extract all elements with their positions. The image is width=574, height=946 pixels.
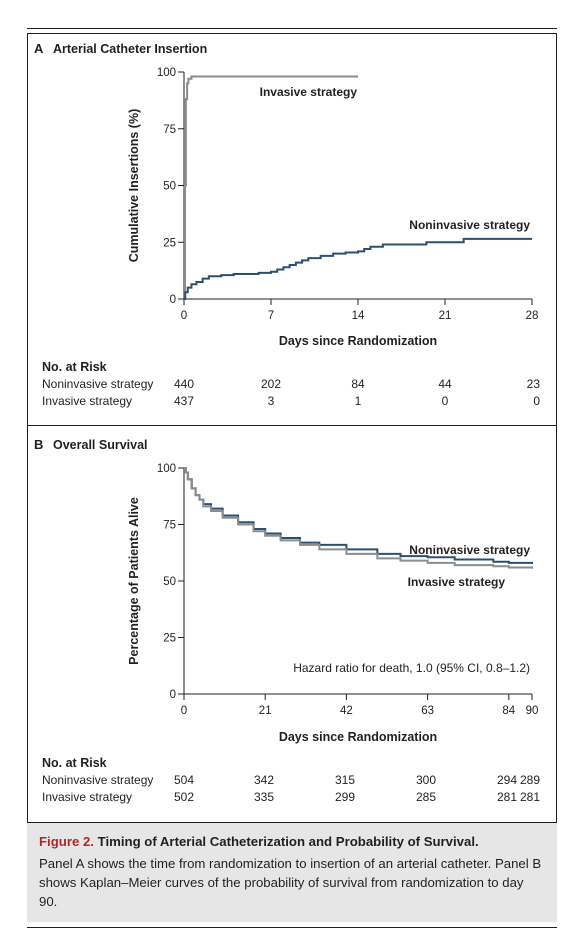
caption-body: Panel A shows the time from randomizatio… (39, 856, 542, 909)
risk-count: 84 (351, 377, 365, 391)
panel-b-y-axis-title: Percentage of Patients Alive (127, 497, 141, 665)
panel-divider (27, 425, 557, 426)
hazard-ratio-annotation: Hazard ratio for death, 1.0 (95% CI, 0.8… (293, 661, 530, 675)
x-tick-label: 0 (181, 705, 187, 717)
risk-count: 299 (335, 790, 355, 804)
risk-row-label: Invasive strategy (42, 394, 132, 408)
y-tick-label: 25 (163, 237, 176, 249)
risk-count: 440 (174, 377, 194, 391)
risk-count: 23 (527, 377, 541, 391)
x-tick-label: 21 (259, 705, 272, 717)
curve-label-invasive-strategy: Invasive strategy (408, 575, 506, 589)
risk-count: 202 (261, 377, 281, 391)
risk-count: 315 (335, 773, 355, 787)
panel-b-letter: B (34, 437, 43, 452)
risk-count: 281 (520, 790, 540, 804)
risk-count: 285 (416, 790, 436, 804)
figure-caption: Figure 2. Timing of Arterial Catheteriza… (27, 822, 557, 922)
curve-label-invasive-strategy: Invasive strategy (260, 85, 358, 99)
panel-a-letter: A (34, 41, 44, 56)
top-rule (27, 28, 557, 29)
risk-count: 1 (355, 394, 362, 408)
curve-label-noninvasive-strategy: Noninvasive strategy (409, 218, 530, 232)
panel-a-y-axis-title: Cumulative Insertions (%) (127, 109, 141, 263)
risk-count: 300 (416, 773, 436, 787)
series-line-invasive-strategy (184, 467, 533, 569)
risk-row-label: Invasive strategy (42, 790, 132, 804)
risk-count: 504 (174, 773, 194, 787)
risk-count: 342 (254, 773, 274, 787)
risk-count: 335 (254, 790, 274, 804)
caption-title: Timing of Arterial Catheterization and P… (97, 834, 479, 849)
no-at-risk-header: No. at Risk (42, 756, 107, 770)
risk-row-label: Noninvasive strategy (42, 377, 153, 391)
y-tick-label: 100 (157, 67, 176, 79)
x-tick-label: 0 (181, 310, 187, 322)
risk-count: 44 (438, 377, 452, 391)
y-tick-label: 100 (157, 463, 176, 475)
x-tick-label: 21 (439, 310, 452, 322)
y-tick-label: 75 (163, 520, 176, 532)
panel-b-x-axis-title: Days since Randomization (279, 730, 437, 744)
y-tick-label: 50 (163, 181, 176, 193)
risk-count: 294 (497, 773, 517, 787)
risk-count: 0 (533, 394, 540, 408)
y-tick-label: 75 (163, 124, 176, 136)
panel-a-x-axis-title: Days since Randomization (279, 334, 437, 348)
series-line-noninvasive-strategy (184, 237, 532, 300)
panel-b-chart: B Overall Survival 0 25 50 75 100 0 21 42 63 84 90 Da… (34, 437, 540, 804)
curve-label-noninvasive-strategy: Noninvasive strategy (409, 543, 530, 557)
x-tick-label: 90 (526, 705, 539, 717)
panel-a-title: Arterial Catheter Insertion (53, 42, 207, 56)
y-tick-label: 0 (170, 294, 176, 306)
risk-row-label: Noninvasive strategy (42, 773, 153, 787)
x-tick-label: 42 (340, 705, 353, 717)
y-tick-label: 50 (163, 576, 176, 588)
x-tick-label: 63 (421, 705, 434, 717)
series-line-invasive-strategy (183, 75, 358, 300)
x-tick-label: 84 (502, 705, 515, 717)
panel-b-title: Overall Survival (53, 438, 148, 452)
y-tick-label: 0 (170, 689, 176, 701)
x-tick-label: 28 (526, 310, 539, 322)
bottom-rule (27, 927, 557, 928)
risk-count: 437 (174, 394, 194, 408)
risk-count: 289 (520, 773, 540, 787)
no-at-risk-header: No. at Risk (42, 360, 107, 374)
x-tick-label: 14 (352, 310, 365, 322)
x-tick-label: 7 (268, 310, 274, 322)
risk-count: 502 (174, 790, 194, 804)
y-tick-label: 25 (163, 633, 176, 645)
risk-count: 3 (268, 394, 275, 408)
risk-count: 0 (442, 394, 449, 408)
risk-count: 281 (497, 790, 517, 804)
caption-label: Figure 2. (39, 834, 94, 849)
